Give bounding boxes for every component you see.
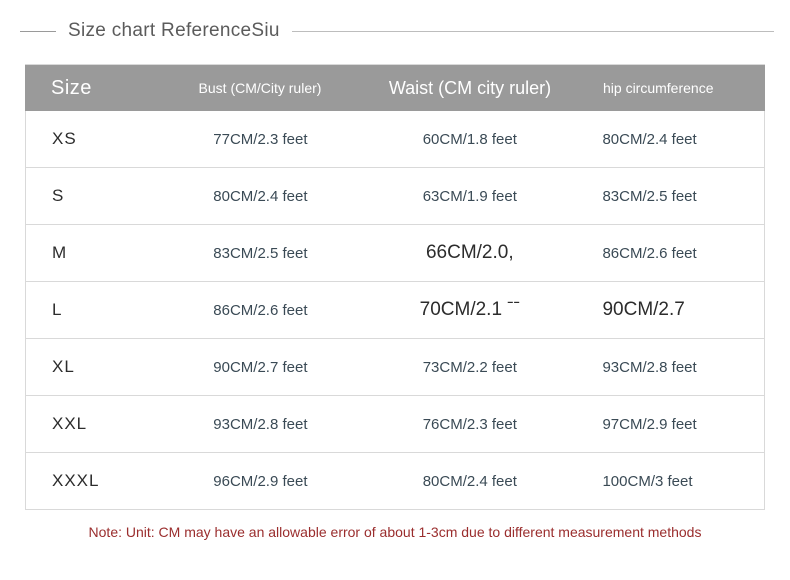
table-row: M83CM/2.5 feet66CM/2.0,86CM/2.6 feet: [25, 225, 765, 282]
size-chart-page: Size chart ReferenceSiu Size Bust (CM/Ci…: [0, 0, 790, 580]
size-chart-table: Size Bust (CM/City ruler) Waist (CM city…: [25, 64, 765, 510]
cell-waist: 70CM/2.1 ˉˉ: [355, 299, 584, 321]
col-header-hip: hip circumference: [585, 80, 765, 96]
cell-bust: 86CM/2.6 feet: [166, 302, 355, 319]
cell-waist: 73CM/2.2 feet: [355, 359, 584, 376]
cell-size: M: [26, 243, 166, 263]
col-header-size: Size: [25, 77, 165, 100]
table-row: XXL93CM/2.8 feet76CM/2.3 feet97CM/2.9 fe…: [25, 396, 765, 453]
col-header-waist: Waist (CM city ruler): [355, 78, 585, 99]
cell-size: S: [26, 186, 166, 206]
cell-waist: 80CM/2.4 feet: [355, 473, 584, 490]
cell-waist: 66CM/2.0,: [355, 242, 584, 264]
cell-waist: 76CM/2.3 feet: [355, 416, 584, 433]
cell-hip: 100CM/3 feet: [584, 473, 764, 490]
table-row: XS77CM/2.3 feet60CM/1.8 feet80CM/2.4 fee…: [25, 111, 765, 168]
cell-size: XS: [26, 129, 166, 149]
table-row: XXXL96CM/2.9 feet80CM/2.4 feet100CM/3 fe…: [25, 453, 765, 510]
footnote: Note: Unit: CM may have an allowable err…: [16, 524, 774, 540]
cell-bust: 96CM/2.9 feet: [166, 473, 355, 490]
title-dash-left: [20, 31, 56, 32]
cell-bust: 77CM/2.3 feet: [166, 131, 355, 148]
cell-size: XXXL: [26, 471, 166, 491]
cell-hip: 80CM/2.4 feet: [584, 131, 764, 148]
cell-waist: 60CM/1.8 feet: [355, 131, 584, 148]
cell-hip: 90CM/2.7: [584, 299, 764, 321]
cell-hip: 97CM/2.9 feet: [584, 416, 764, 433]
table-header-row: Size Bust (CM/City ruler) Waist (CM city…: [25, 65, 765, 111]
table-row: XL90CM/2.7 feet73CM/2.2 feet93CM/2.8 fee…: [25, 339, 765, 396]
cell-bust: 93CM/2.8 feet: [166, 416, 355, 433]
cell-waist: 63CM/1.9 feet: [355, 188, 584, 205]
page-title: Size chart ReferenceSiu: [68, 20, 280, 42]
table-row: S80CM/2.4 feet63CM/1.9 feet83CM/2.5 feet: [25, 168, 765, 225]
cell-hip: 83CM/2.5 feet: [584, 188, 764, 205]
table-row: L86CM/2.6 feet70CM/2.1 ˉˉ90CM/2.7: [25, 282, 765, 339]
cell-bust: 90CM/2.7 feet: [166, 359, 355, 376]
title-rule-right: [292, 31, 774, 32]
cell-bust: 80CM/2.4 feet: [166, 188, 355, 205]
cell-bust: 83CM/2.5 feet: [166, 245, 355, 262]
cell-hip: 86CM/2.6 feet: [584, 245, 764, 262]
cell-size: L: [26, 300, 166, 320]
cell-hip: 93CM/2.8 feet: [584, 359, 764, 376]
title-row: Size chart ReferenceSiu: [16, 20, 774, 42]
col-header-bust: Bust (CM/City ruler): [165, 80, 355, 96]
cell-size: XXL: [26, 414, 166, 434]
cell-size: XL: [26, 357, 166, 377]
